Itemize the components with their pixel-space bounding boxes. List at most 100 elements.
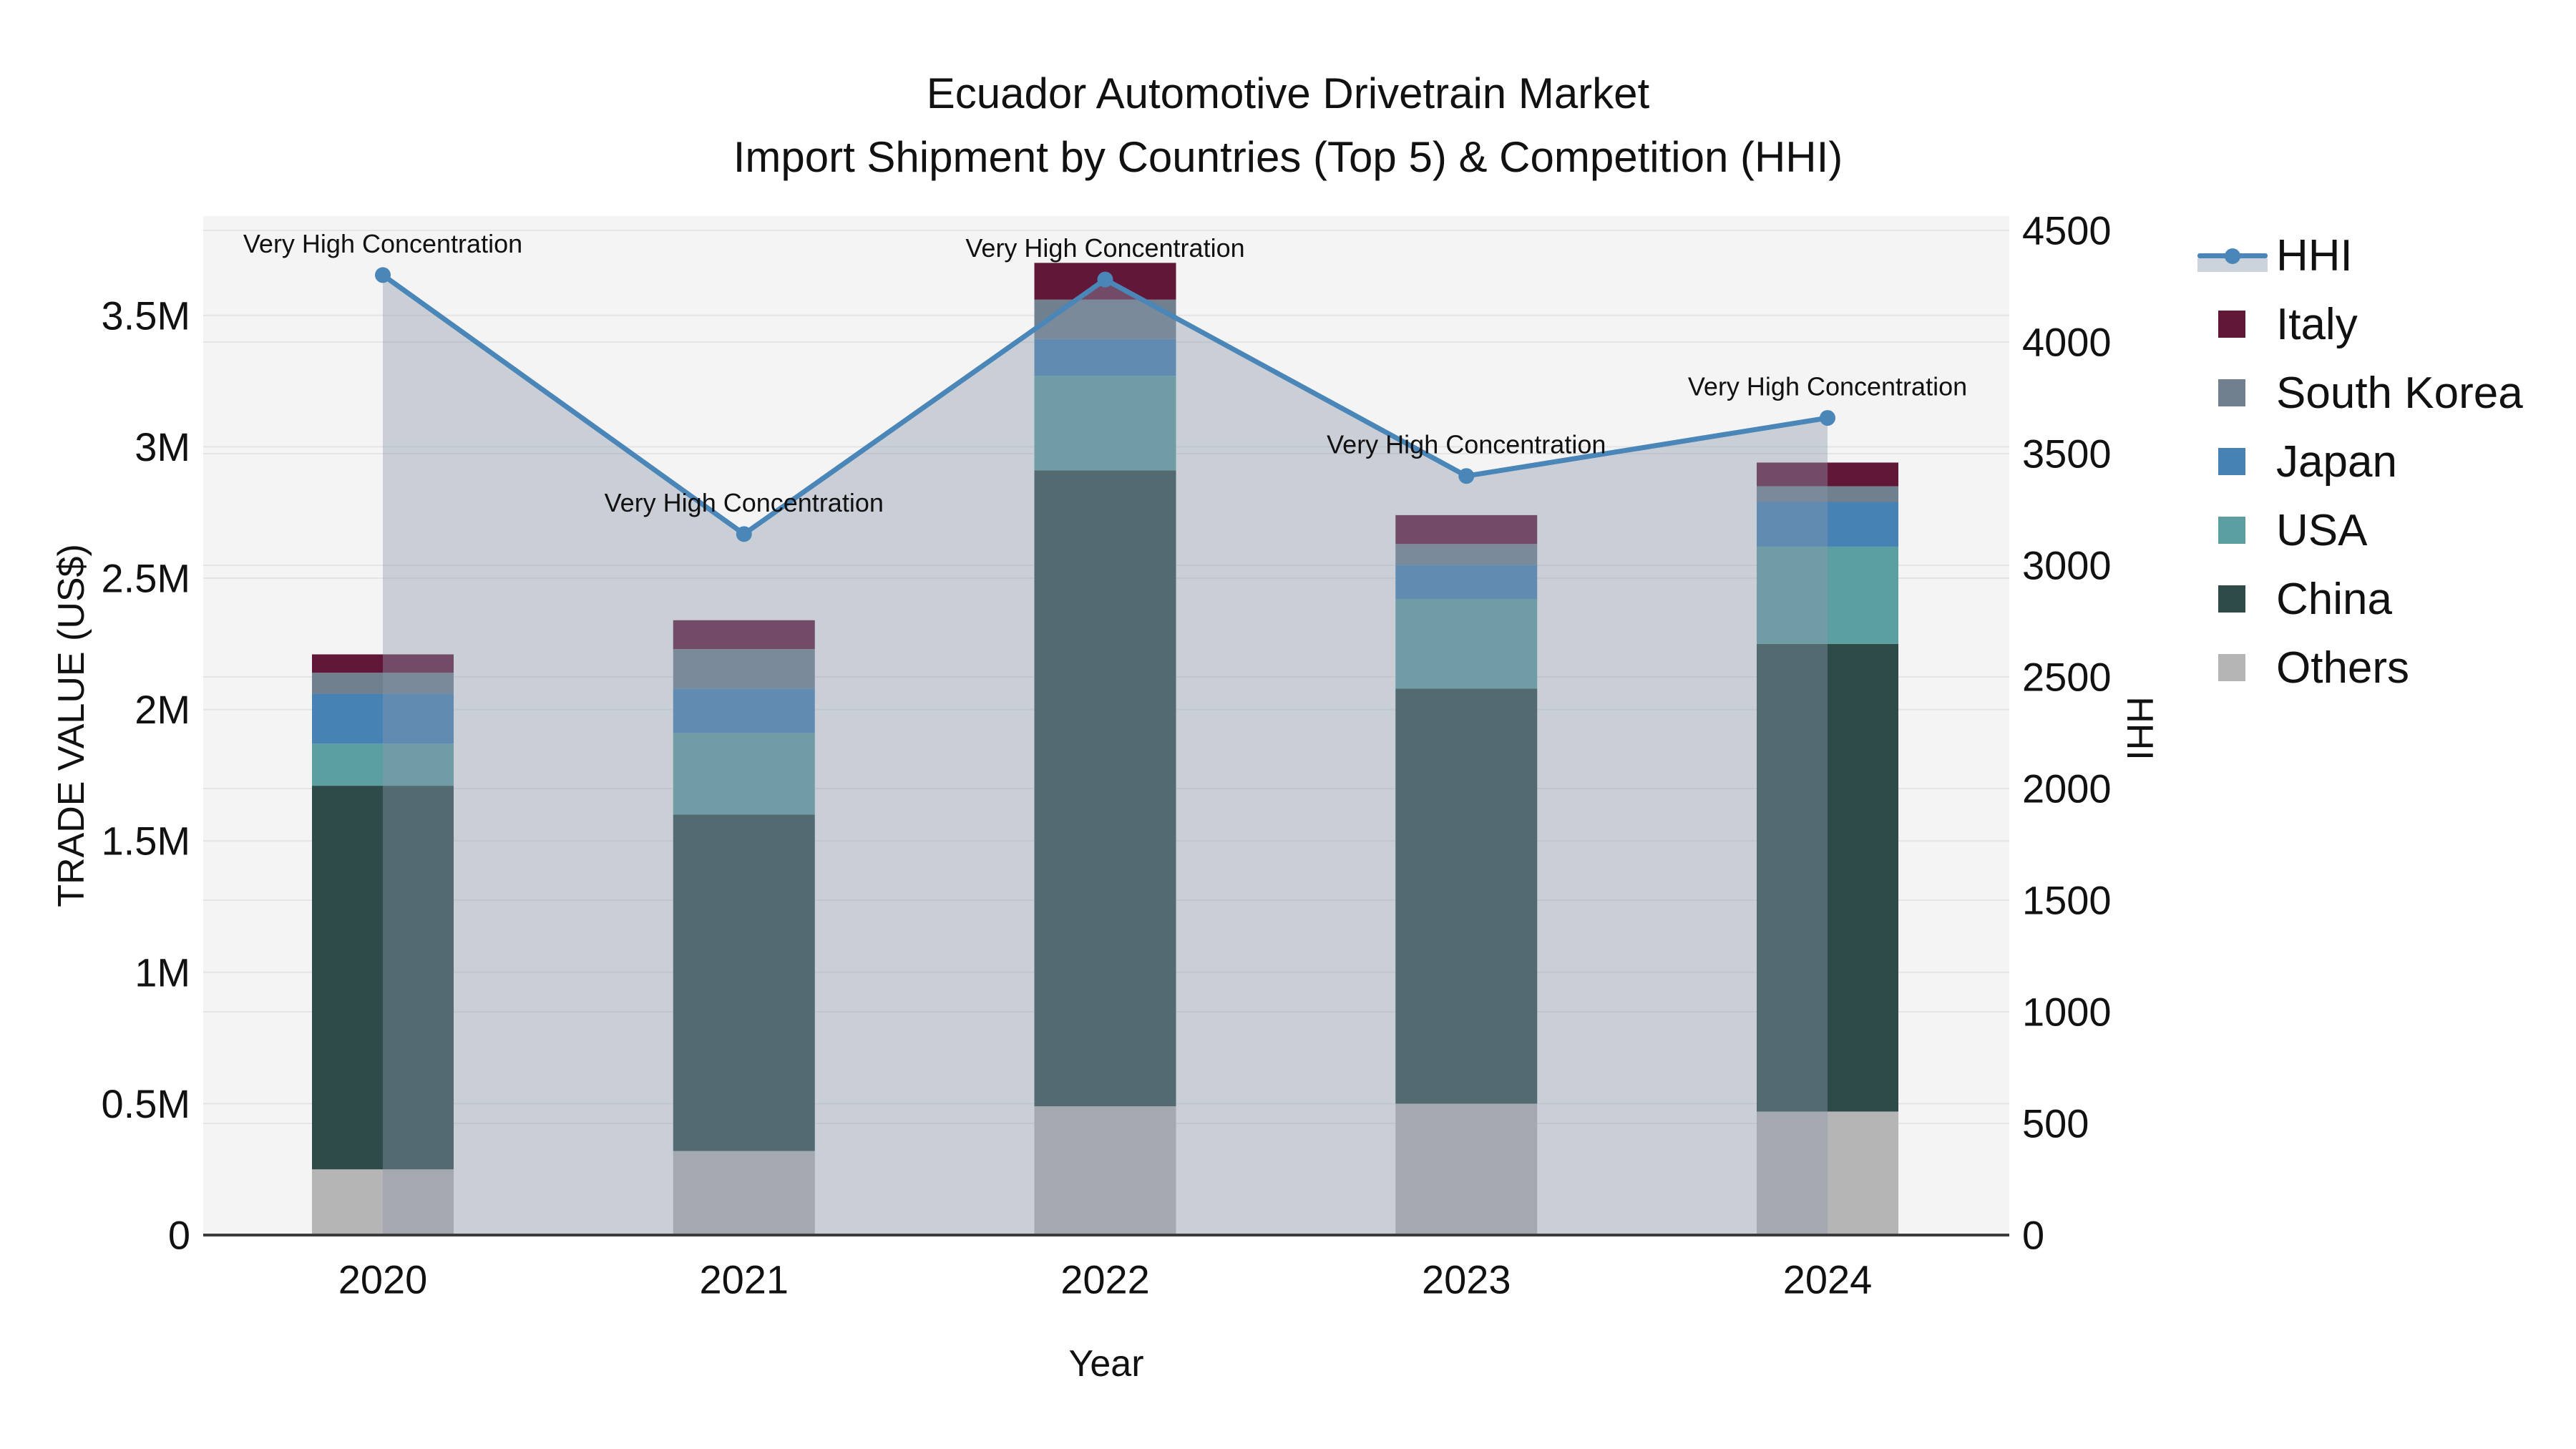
legend-color-swatch	[2218, 585, 2245, 613]
bar-segment-others-2020	[312, 1169, 454, 1235]
y-left-tick-label: 3.5M	[102, 293, 191, 338]
legend-item-italy: Italy	[2197, 300, 2358, 349]
chart-title-line2: Import Shipment by Countries (Top 5) & C…	[733, 133, 1843, 181]
x-tick-label: 2020	[338, 1257, 428, 1302]
legend-label: Italy	[2276, 299, 2358, 349]
legend-swatch	[2197, 371, 2268, 414]
x-axis-title: Year	[1068, 1343, 1144, 1385]
x-tick-label: 2023	[1422, 1257, 1511, 1302]
y-right-tick-label: 2500	[2022, 655, 2112, 700]
x-tick-label: 2021	[699, 1257, 789, 1302]
bar-segment-italy-2020	[312, 654, 454, 673]
legend-color-swatch	[2218, 654, 2245, 681]
legend-item-others: Others	[2197, 643, 2409, 693]
bar-segment-china-2022	[1034, 470, 1176, 1107]
legend-hhi-line-sample	[2197, 234, 2268, 277]
chart-title: Ecuador Automotive Drivetrain Market Imp…	[0, 62, 2576, 189]
y-left-tick-label: 1M	[135, 950, 190, 995]
bar-segment-usa-2021	[673, 733, 815, 815]
hhi-marker-2022	[1097, 271, 1113, 288]
bar-segment-china-2021	[673, 814, 815, 1151]
x-tick-label: 2024	[1783, 1257, 1873, 1302]
hhi-fill-sample	[2197, 258, 2268, 272]
y-right-tick-label: 2000	[2022, 766, 2112, 811]
y-left-tick-label: 3M	[135, 424, 190, 469]
bar-segment-japan-2022	[1034, 338, 1176, 376]
legend-item-hhi: HHI	[2197, 231, 2353, 280]
legend-label: Japan	[2276, 436, 2397, 487]
annotation-2023: Very High Concentration	[1327, 430, 1606, 459]
bar-segment-usa-2024	[1757, 546, 1898, 644]
bar-segment-china-2020	[312, 786, 454, 1170]
legend-swatch	[2197, 303, 2268, 346]
bar-segment-china-2024	[1757, 643, 1898, 1112]
legend-color-swatch	[2218, 517, 2245, 544]
hhi-marker-2023	[1458, 468, 1475, 484]
legend-item-china: China	[2197, 575, 2392, 624]
hhi-marker-2021	[736, 526, 752, 542]
x-tick-label: 2022	[1060, 1257, 1150, 1302]
bar-segment-south-korea-2020	[312, 673, 454, 694]
y-right-tick-label: 0	[2022, 1213, 2044, 1258]
y-left-tick-label: 2M	[135, 687, 190, 732]
bar-segment-japan-2021	[673, 688, 815, 733]
y-right-tick-label: 3000	[2022, 543, 2112, 588]
bar-segment-usa-2023	[1395, 599, 1538, 689]
legend-swatch	[2197, 577, 2268, 620]
annotation-2020: Very High Concentration	[243, 229, 522, 258]
y-right-tick-label: 4000	[2022, 320, 2112, 365]
bar-segment-others-2021	[673, 1151, 815, 1235]
y-right-tick-label: 1000	[2022, 990, 2112, 1035]
hhi-marker-2024	[1820, 410, 1835, 426]
y-left-tick-label: 2.5M	[102, 556, 191, 601]
bar-segment-japan-2024	[1757, 502, 1898, 547]
y-right-tick-label: 4500	[2022, 208, 2112, 253]
legend-label: HHI	[2276, 230, 2353, 280]
bar-segment-usa-2022	[1034, 376, 1176, 471]
legend-swatch	[2197, 509, 2268, 552]
legend-item-south-korea: South Korea	[2197, 369, 2523, 418]
legend-item-japan: Japan	[2197, 437, 2397, 487]
bar-segment-others-2024	[1757, 1111, 1898, 1235]
y-left-tick-label: 0.5M	[102, 1081, 191, 1126]
bar-segment-others-2022	[1034, 1106, 1176, 1235]
hhi-area-fill	[383, 275, 1828, 1235]
bar-segment-south-korea-2023	[1395, 544, 1538, 565]
legend-label: Others	[2276, 643, 2410, 693]
y-axis-title-left: TRADE VALUE (US$)	[51, 544, 92, 907]
legend-color-swatch	[2218, 311, 2245, 338]
legend-swatch	[2197, 646, 2268, 689]
legend-color-swatch	[2218, 448, 2245, 475]
bar-segment-others-2023	[1395, 1103, 1538, 1235]
y-left-tick-label: 1.5M	[102, 819, 191, 864]
bar-segment-usa-2020	[312, 743, 454, 786]
legend-label: China	[2276, 574, 2392, 624]
annotation-2022: Very High Concentration	[965, 233, 1244, 263]
legend-color-swatch	[2218, 379, 2245, 406]
y-axis-title-right: HHI	[2119, 696, 2160, 761]
legend-label: South Korea	[2276, 368, 2523, 418]
bar-segment-italy-2024	[1757, 462, 1898, 487]
legend-swatch	[2197, 440, 2268, 483]
legend-item-usa: USA	[2197, 506, 2367, 555]
bar-segment-japan-2020	[312, 693, 454, 744]
bar-segment-south-korea-2021	[673, 649, 815, 689]
y-right-tick-label: 500	[2022, 1101, 2089, 1146]
bar-segment-south-korea-2024	[1757, 486, 1898, 502]
y-left-tick-label: 0	[168, 1213, 190, 1258]
chart-title-line1: Ecuador Automotive Drivetrain Market	[926, 69, 1650, 117]
legend: HHI Italy South Korea Japan USA China Others	[2197, 0, 2576, 1449]
bar-segment-japan-2023	[1395, 565, 1538, 600]
hhi-marker-2020	[375, 267, 391, 283]
bar-segment-italy-2021	[673, 620, 815, 650]
hhi-marker-sample	[2225, 248, 2240, 264]
annotation-2021: Very High Concentration	[605, 488, 884, 517]
y-right-tick-label: 3500	[2022, 431, 2112, 477]
annotation-2024: Very High Concentration	[1688, 372, 1967, 401]
bar-segment-italy-2023	[1395, 514, 1538, 545]
y-right-tick-label: 1500	[2022, 878, 2112, 923]
legend-label: USA	[2276, 505, 2368, 555]
bar-segment-china-2023	[1395, 688, 1538, 1104]
